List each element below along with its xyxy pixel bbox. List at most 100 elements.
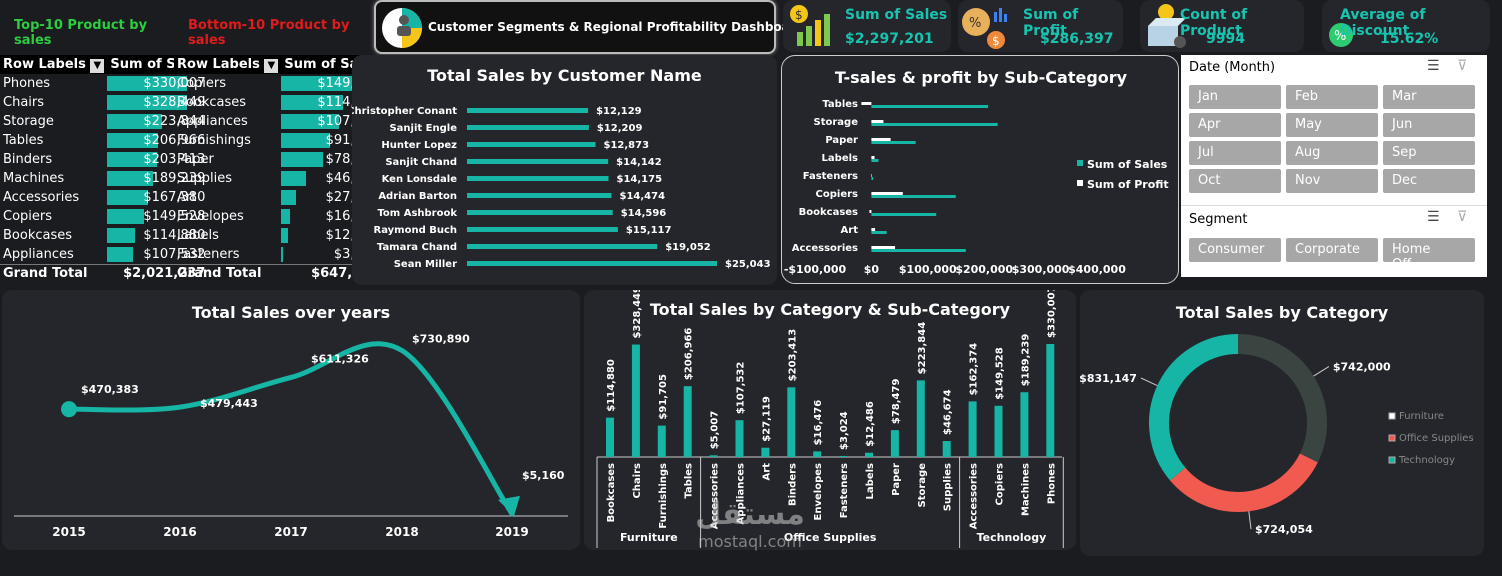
percent-icon: % <box>1329 23 1353 47</box>
bottom-table-header-labels[interactable]: Row Labels ▼ <box>174 55 282 74</box>
kpi-sales-value: $2,297,201 <box>845 31 934 47</box>
bar-value-label: $3,024 <box>839 411 850 450</box>
subcat-tick-label: Fasteners <box>839 463 850 518</box>
multi-select-icon[interactable]: ☰ <box>1427 209 1440 225</box>
data-bar <box>281 133 331 148</box>
filter-icon[interactable]: ▼ <box>264 58 279 73</box>
kpi-profit-value: $286,397 <box>1040 31 1114 47</box>
kpi-sales-card: $ Sum of Sales $2,297,201 <box>783 0 951 52</box>
year-tick-label: 2015 <box>52 525 85 539</box>
legend-swatch-sales <box>1077 160 1083 166</box>
top-row-label: Accessories <box>3 190 80 205</box>
donut-slice <box>1237 334 1327 463</box>
month-button-sep[interactable]: Sep <box>1383 141 1475 165</box>
tab-bottom-products[interactable]: Bottom-10 Product by sales <box>188 18 350 48</box>
box-icon <box>1148 4 1186 48</box>
month-button-mar[interactable]: Mar <box>1383 85 1475 109</box>
top-row-value: $167,380 <box>107 188 208 207</box>
clear-filter-icon[interactable]: ⊽ <box>1457 58 1468 74</box>
table-row: Machines $189,239 <box>0 169 208 188</box>
subcat-bar <box>813 451 822 457</box>
kpi-count-value: 9994 <box>1206 31 1245 47</box>
month-button-jun[interactable]: Jun <box>1383 113 1475 137</box>
svg-text:$: $ <box>795 8 803 22</box>
cell-value: $107,532 <box>143 246 206 262</box>
data-bar <box>107 114 162 129</box>
year-value-label: $470,383 <box>81 383 139 396</box>
sales-line <box>66 341 515 517</box>
top-row-value: $189,239 <box>107 169 208 188</box>
data-bar <box>281 76 362 91</box>
bottom-row-label: Paper <box>177 152 214 167</box>
customer-bar <box>467 176 609 181</box>
subcat-bar <box>683 386 692 457</box>
subcat-tick-label: Paper <box>891 463 902 496</box>
subcat-tick-label: Accessories <box>710 463 721 529</box>
subcat-bar <box>968 401 977 457</box>
top-row-value: $149,528 <box>107 207 208 226</box>
category-subcat-panel: Total Sales by Category & Sub-Category $… <box>584 290 1076 550</box>
top-table-header-labels[interactable]: Row Labels ▼ <box>0 55 108 74</box>
legend-label: Furniture <box>1399 411 1444 422</box>
data-bar <box>107 95 187 110</box>
customer-bar <box>467 193 612 198</box>
top-row-value: $206,966 <box>107 131 208 150</box>
table-row: Accessories $167,380 <box>0 188 208 207</box>
month-button-dec[interactable]: Dec <box>1383 169 1475 193</box>
filter-icon[interactable]: ▼ <box>90 58 105 73</box>
subcat-bar <box>761 447 770 457</box>
bar-value-label: $206,966 <box>684 328 695 381</box>
month-button-oct[interactable]: Oct <box>1189 169 1281 193</box>
data-bar <box>281 209 291 224</box>
top-row-value: $330,007 <box>107 74 208 93</box>
donut-value-label: $742,000 <box>1333 361 1391 374</box>
bottom-row-label: Furnishings <box>177 133 251 148</box>
data-bar <box>107 171 154 186</box>
bar-value-label: $91,705 <box>658 374 669 420</box>
segment-button[interactable]: Corporate <box>1286 238 1378 262</box>
category-subcat-chart: $114,880 Bookcases $328,449 Chairs $91,705 Fu… <box>596 290 1064 548</box>
cell-value: $206,966 <box>143 133 206 148</box>
segment-button[interactable]: Consumer <box>1189 238 1281 262</box>
month-button-apr[interactable]: Apr <box>1189 113 1281 137</box>
month-button-nov[interactable]: Nov <box>1286 169 1378 193</box>
clear-filter-icon[interactable]: ⊽ <box>1457 209 1468 225</box>
table-row: Tables $206,966 <box>0 131 208 150</box>
bottom-row-label: Envelopes <box>177 209 244 224</box>
donut-value-label: $831,147 <box>1080 372 1137 385</box>
table-row: Bookcases $114,880 <box>0 226 208 245</box>
top-row-label: Chairs <box>3 95 45 110</box>
bottom-table-total-label: Grand Total <box>174 263 282 283</box>
subcat-bar <box>890 430 899 457</box>
customer-chart-title: Total Sales by Customer Name <box>427 66 702 85</box>
data-bar <box>281 95 343 110</box>
kpi-profit-card: % $ Sum of Profit $286,397 <box>958 0 1123 52</box>
month-button-jul[interactable]: Jul <box>1189 141 1281 165</box>
subcat-label: Paper <box>825 135 858 146</box>
segment-slicer-title: Segment <box>1189 212 1248 227</box>
customer-bar <box>467 159 609 164</box>
subcat-chart-title: T-sales & profit by Sub-Category <box>834 68 1128 87</box>
customer-value-label: $14,175 <box>617 174 663 185</box>
top-row-value: $114,880 <box>107 226 208 245</box>
segment-button[interactable]: Home Off... <box>1383 238 1475 272</box>
month-button-jan[interactable]: Jan <box>1189 85 1281 109</box>
month-button-aug[interactable]: Aug <box>1286 141 1378 165</box>
subcat-bar <box>942 441 951 457</box>
legend-label: Technology <box>1398 455 1455 466</box>
sales-bar <box>871 249 966 252</box>
dashboard-title-box: Customer Segments & Regional Profitabili… <box>374 0 804 54</box>
profit-bar <box>871 156 875 159</box>
top-row-value: $107,532 <box>107 245 208 264</box>
tab-top-products[interactable]: Top-10 Product by sales <box>4 6 172 48</box>
x-tick-label: $300,000 <box>1012 263 1070 276</box>
bottom-row-label: Fasteners <box>177 246 240 262</box>
sales-bar <box>871 141 916 144</box>
month-button-feb[interactable]: Feb <box>1286 85 1378 109</box>
sales-bar <box>871 177 874 180</box>
kpi-count-label: Count of Product <box>1180 7 1248 39</box>
month-button-may[interactable]: May <box>1286 113 1378 137</box>
kpi-count-card: Count of Product 9994 <box>1140 0 1304 52</box>
multi-select-icon[interactable]: ☰ <box>1427 58 1440 74</box>
sales-bar <box>871 123 998 126</box>
